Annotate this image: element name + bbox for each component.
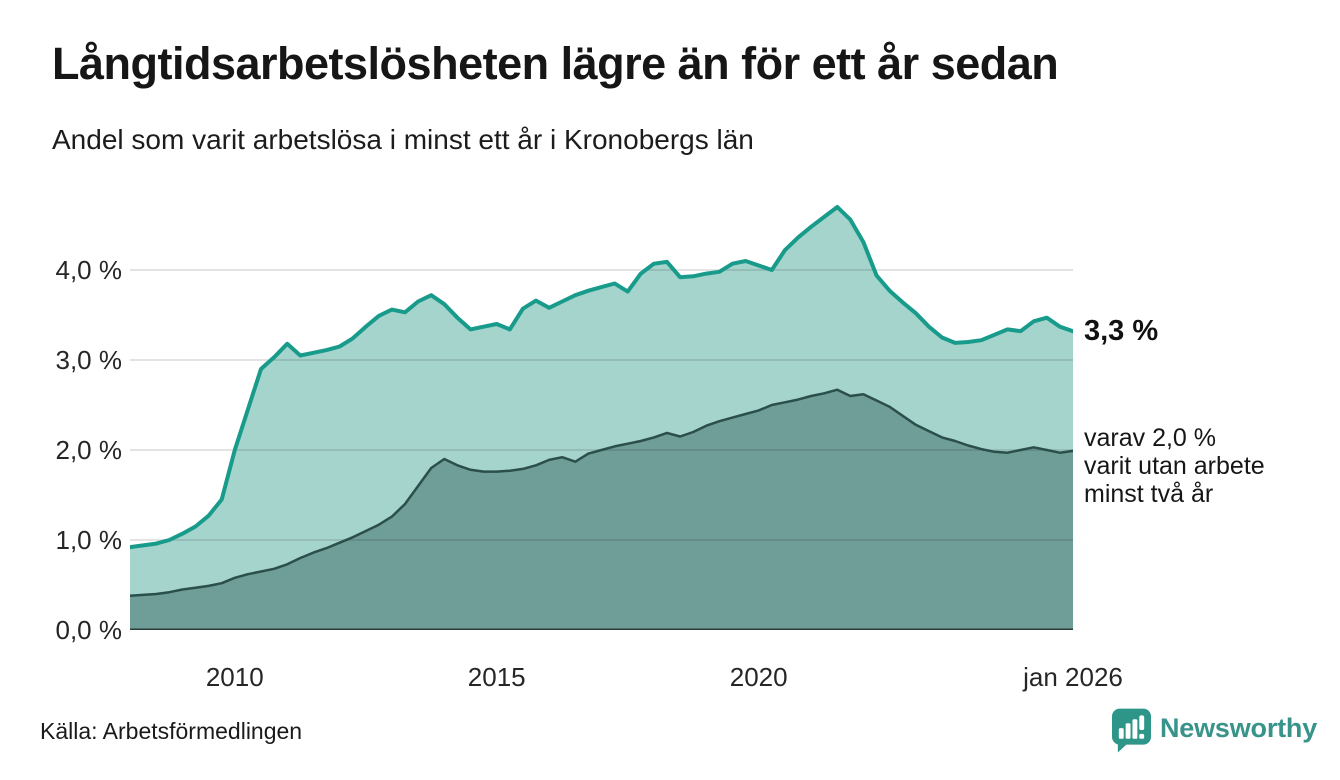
series-end-label-breakdown: varav 2,0 % varit utan arbete minst två …: [1084, 424, 1265, 508]
newsworthy-wordmark: Newsworthy: [1160, 713, 1318, 743]
breakdown-line: minst två år: [1084, 480, 1214, 508]
y-tick-label: 0,0 %: [55, 615, 123, 645]
y-tick-label: 3,0 %: [55, 344, 123, 375]
page-subtitle: Andel som varit arbetslösa i minst ett å…: [52, 124, 754, 155]
x-tick-label: jan 2026: [1023, 662, 1123, 692]
y-tick-label: 1,0 %: [55, 524, 123, 555]
x-tick-label: 2015: [467, 662, 526, 692]
x-tick-label: 2010: [205, 662, 264, 692]
page-title: Långtidsarbetslösheten lägre än för ett …: [52, 38, 1059, 89]
area-fill-minst-tva-ar: [130, 389, 1073, 630]
line-minst-ett-ar: [130, 205, 1073, 550]
newsworthy-bubble-chart-icon: [1112, 708, 1151, 753]
y-tick-label: 4,0 %: [55, 254, 123, 285]
breakdown-line: varit utan arbete: [1084, 452, 1265, 480]
breakdown-line: varav 2,0 %: [1084, 424, 1217, 452]
y-tick-label: 2,0 %: [55, 434, 123, 465]
x-tick-label: 2020: [729, 662, 788, 692]
series-end-label-total: 3,3 %: [1084, 315, 1159, 347]
source-credit: Källa: Arbetsförmedlingen: [40, 718, 303, 744]
area-chart: [130, 205, 1073, 630]
line-minst-tva-ar: [130, 388, 1073, 598]
newsworthy-logo: Newsworthy: [1112, 708, 1317, 754]
